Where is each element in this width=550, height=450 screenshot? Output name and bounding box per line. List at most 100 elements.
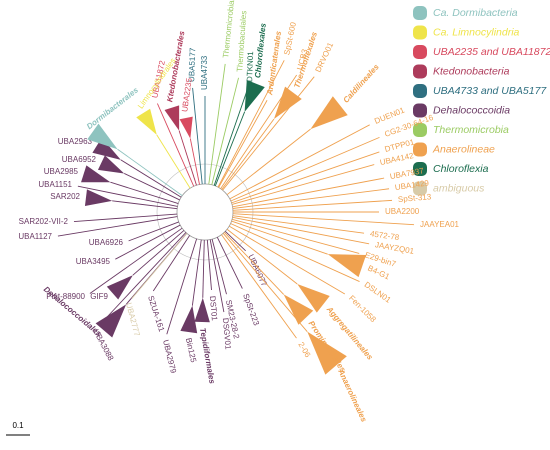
leaf-label: UBA6926 bbox=[89, 238, 124, 247]
leaf-label: Thermoflexales bbox=[292, 30, 319, 89]
branch bbox=[178, 130, 197, 186]
legend-swatch bbox=[413, 84, 427, 98]
branch bbox=[231, 218, 360, 254]
legend-label: Anaerolineae bbox=[432, 143, 495, 155]
leaf-label: SAR202 bbox=[50, 192, 80, 201]
branch bbox=[232, 216, 370, 245]
collapsed-clade bbox=[87, 123, 118, 150]
collapsed-clade bbox=[97, 155, 125, 174]
leaf-label: JAAYEA01 bbox=[420, 220, 460, 229]
branch bbox=[73, 213, 178, 223]
legend-swatch bbox=[413, 162, 427, 176]
branch bbox=[232, 199, 393, 211]
branch bbox=[231, 164, 375, 205]
leaf-label: DST01 bbox=[208, 296, 219, 322]
branch bbox=[110, 181, 179, 205]
leaf-label: Thermobaculales bbox=[235, 10, 248, 72]
legend-swatch bbox=[413, 123, 427, 137]
leaf-label: Bin125 bbox=[184, 337, 198, 364]
leaf-label: Caldilineales bbox=[341, 62, 381, 105]
leaf-label: UBA3495 bbox=[76, 257, 111, 266]
leaf-label: UBA4733 bbox=[200, 55, 209, 90]
legend-label: Ca. Dormibacteria bbox=[433, 7, 518, 19]
collapsed-clade bbox=[136, 108, 157, 135]
branch bbox=[222, 76, 315, 191]
branch bbox=[112, 200, 178, 210]
branch bbox=[221, 234, 297, 339]
branch bbox=[128, 221, 179, 242]
branch bbox=[189, 138, 200, 185]
leaf-label: Fen-1058 bbox=[347, 294, 378, 325]
branch bbox=[206, 239, 212, 291]
legend-label: Dehalococcoidia bbox=[433, 104, 510, 116]
branch bbox=[229, 124, 370, 200]
branch bbox=[124, 173, 180, 201]
collapsed-clade bbox=[327, 254, 367, 278]
branch bbox=[132, 230, 185, 276]
branch bbox=[213, 87, 249, 186]
leaf-label: SZUA-161 bbox=[146, 294, 166, 333]
branch bbox=[208, 63, 226, 185]
legend-swatch bbox=[413, 6, 427, 20]
branch bbox=[152, 235, 191, 292]
branch bbox=[89, 227, 183, 294]
branch bbox=[218, 100, 268, 188]
leaf-label: JAAYZQ01 bbox=[374, 240, 415, 256]
branch bbox=[216, 236, 243, 289]
leaf-label: DUEN01 bbox=[373, 105, 406, 125]
collapsed-clade bbox=[81, 165, 111, 183]
branch bbox=[230, 136, 380, 202]
leaf-label: DSGV01 bbox=[221, 318, 233, 351]
branch bbox=[77, 185, 178, 207]
leaf-label: DRVO01 bbox=[314, 41, 336, 74]
leaf-label: Ardenticatenales bbox=[265, 30, 283, 97]
collapsed-clade bbox=[84, 189, 113, 207]
leaf-label: UBA2777 bbox=[124, 302, 142, 338]
branch bbox=[232, 177, 385, 208]
branch bbox=[232, 213, 415, 226]
legend-swatch bbox=[413, 103, 427, 118]
branch bbox=[232, 215, 365, 234]
branch bbox=[57, 216, 178, 237]
branch bbox=[228, 225, 346, 295]
collapsed-clade bbox=[283, 294, 314, 325]
branch bbox=[230, 223, 360, 282]
leaf-label: Dormibacterales bbox=[85, 85, 140, 131]
branch bbox=[98, 232, 187, 326]
branch bbox=[209, 239, 225, 313]
leaf-label: UBA1127 bbox=[18, 232, 52, 241]
leaf-label: Chloroflexales bbox=[253, 22, 268, 78]
branch bbox=[192, 87, 203, 185]
collapsed-clade bbox=[180, 305, 198, 334]
collapsed-clade bbox=[194, 297, 210, 323]
legend-label: ambiguous bbox=[433, 182, 485, 194]
leaf-label: Anaerolineales bbox=[336, 367, 369, 424]
legend-swatch bbox=[413, 142, 427, 157]
branch bbox=[131, 233, 188, 299]
collapsed-clade bbox=[244, 80, 265, 112]
legend-label: Thermomicrobia bbox=[433, 124, 509, 136]
leaf-label: UBA6952 bbox=[62, 155, 97, 164]
branch bbox=[191, 239, 202, 306]
legend-swatch bbox=[413, 25, 427, 40]
branch bbox=[115, 224, 181, 260]
branch bbox=[202, 239, 205, 298]
branch bbox=[224, 231, 246, 252]
leaf-label: DTKN01 bbox=[245, 51, 255, 83]
branch bbox=[211, 77, 239, 185]
collapsed-clade bbox=[310, 96, 348, 130]
legend-label: Ktedonobacteria bbox=[433, 65, 510, 77]
leaf-label: UBA2963 bbox=[58, 137, 93, 146]
branch bbox=[221, 118, 275, 190]
collapsed-clade bbox=[106, 275, 133, 300]
leaf-label: Thermomicrobiales bbox=[221, 0, 237, 58]
collapsed-clade bbox=[273, 86, 302, 120]
branch bbox=[231, 151, 380, 204]
branch bbox=[224, 231, 284, 295]
scale-label: 0.1 bbox=[12, 421, 24, 430]
leaf-label: SpSt-600 bbox=[282, 21, 298, 56]
leaf-label: DSLN01 bbox=[363, 280, 393, 305]
leaf-label: UBA4142 bbox=[379, 151, 415, 167]
branch bbox=[120, 159, 182, 198]
